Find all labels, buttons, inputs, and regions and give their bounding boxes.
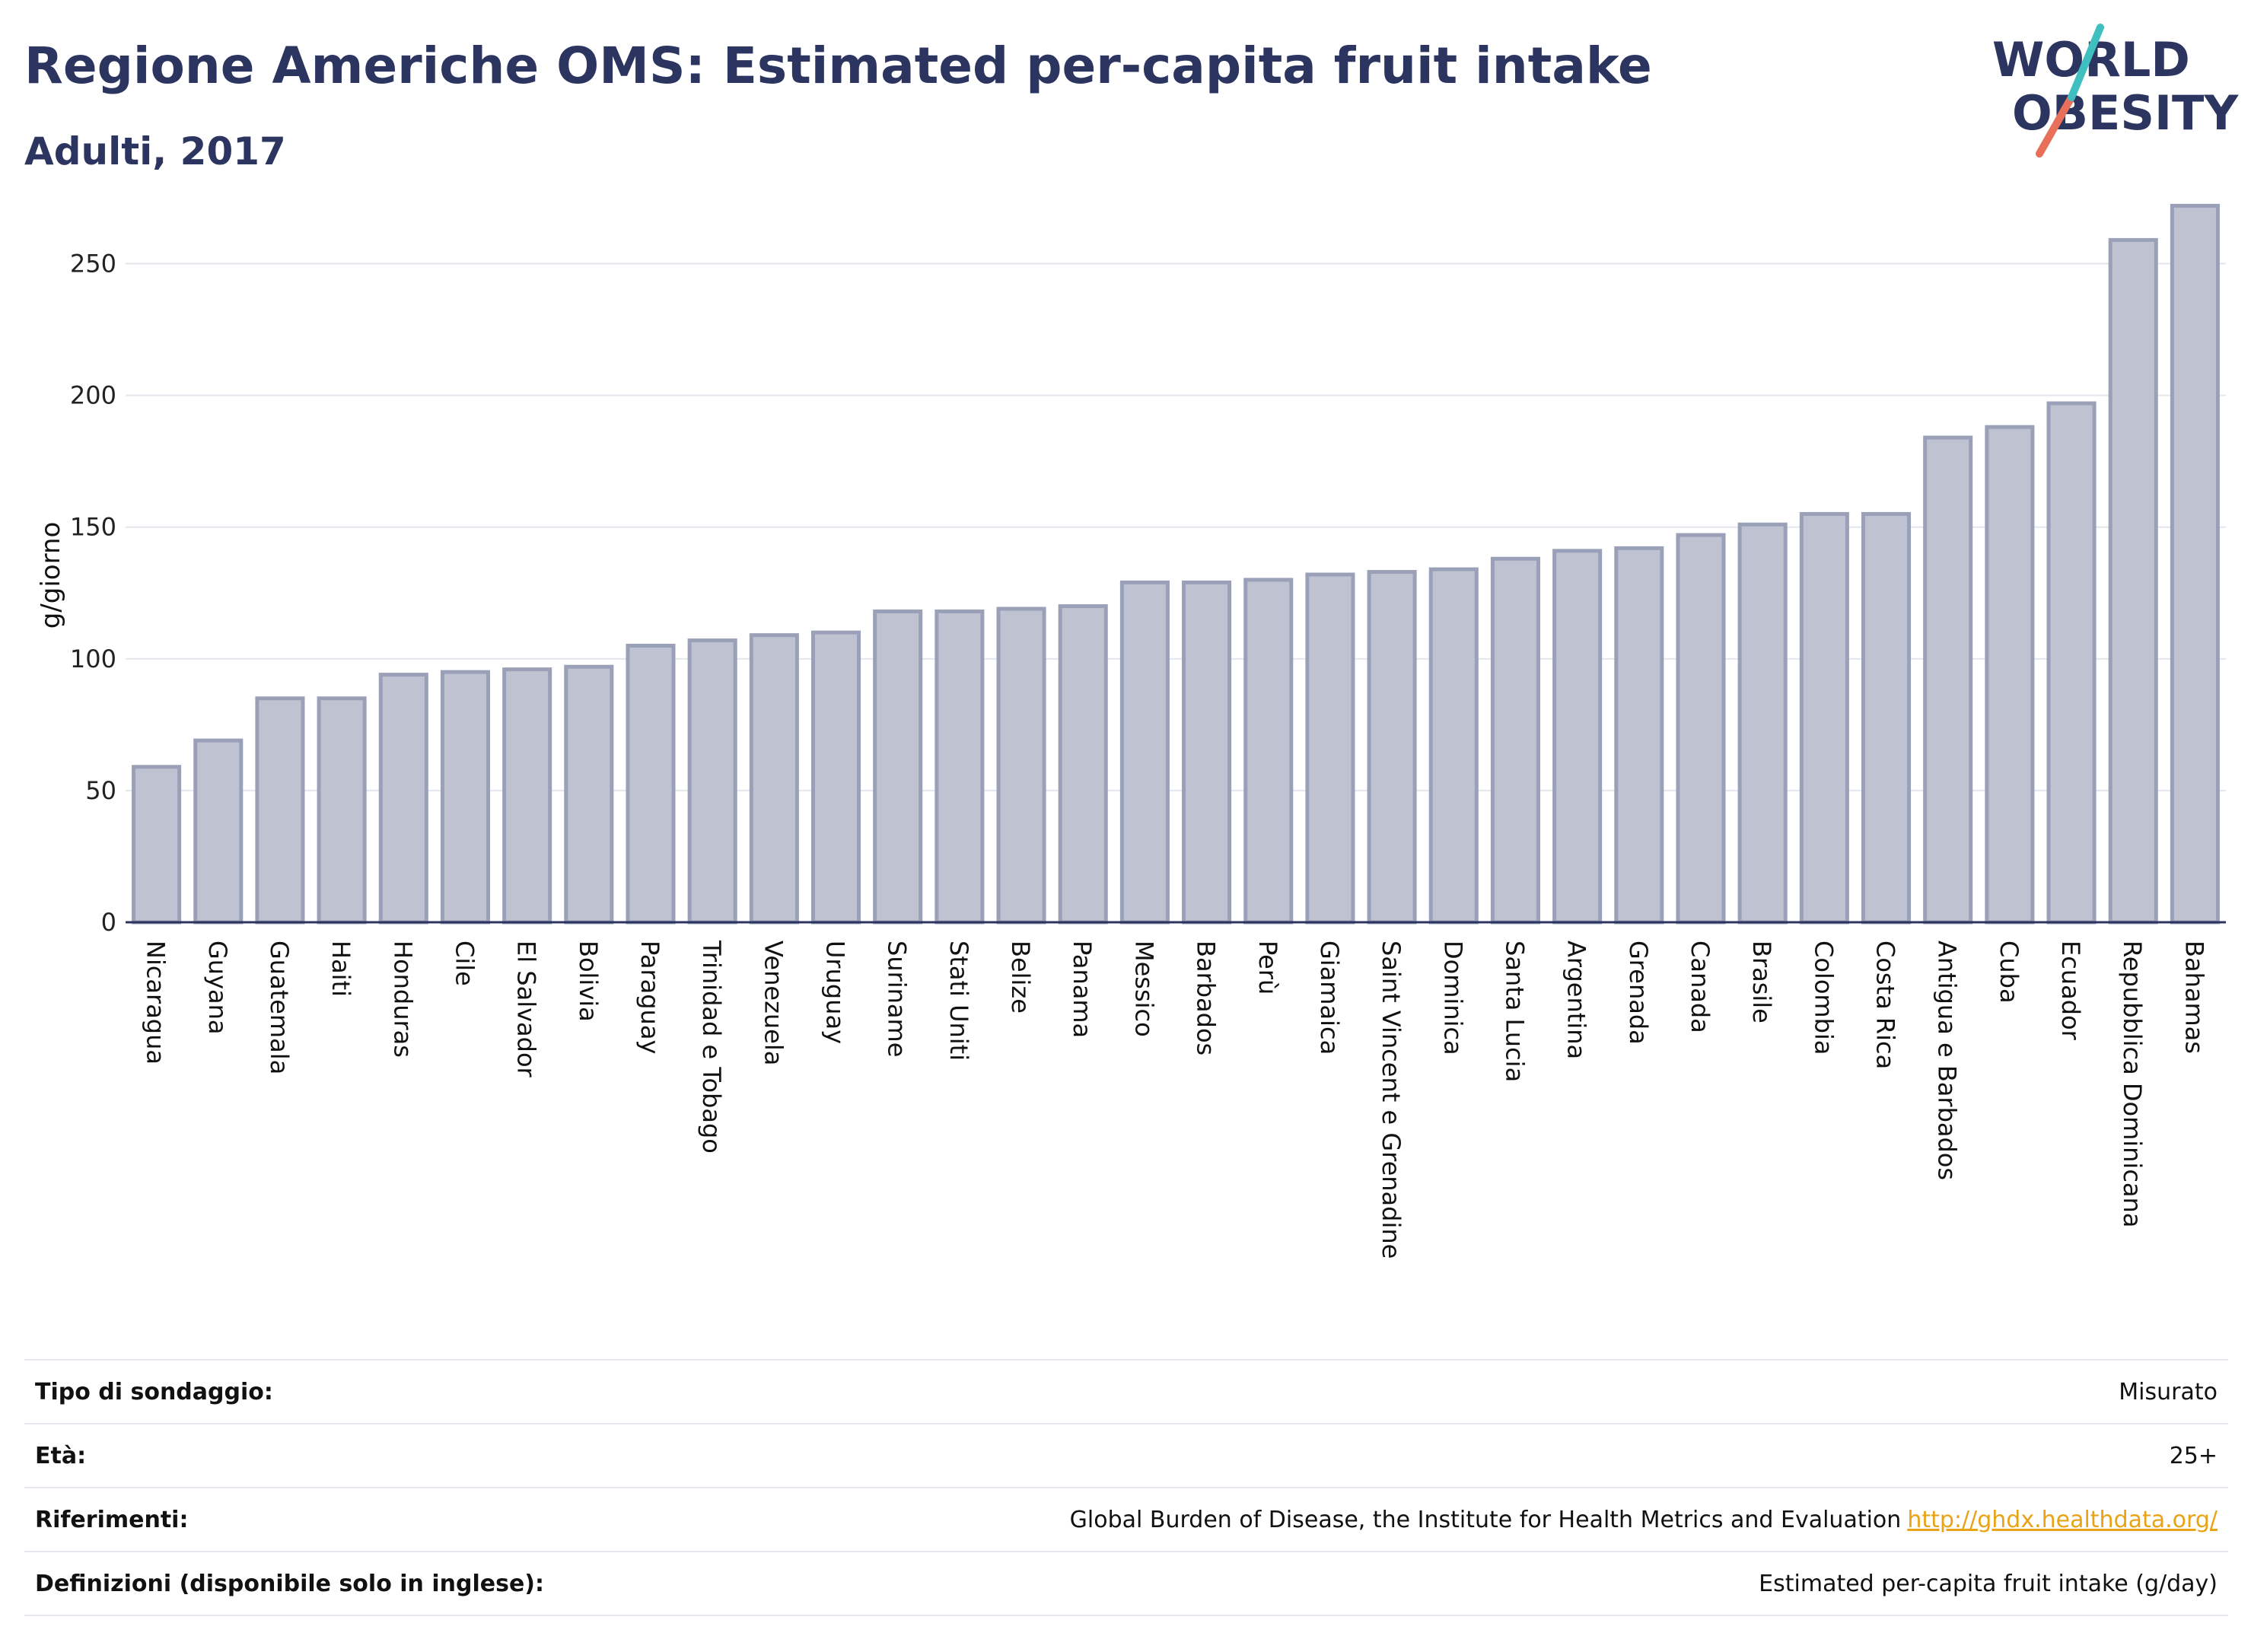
x-tick-label: Costa Rica [1871, 941, 1900, 1069]
bar[interactable] [255, 696, 305, 925]
x-tick-label: Paraguay [635, 941, 664, 1054]
bar[interactable] [1737, 522, 1788, 925]
x-tick-label: Giamaica [1315, 941, 1344, 1055]
y-tick-label: 0 [101, 908, 116, 937]
bar[interactable] [1923, 435, 1973, 925]
bar[interactable] [873, 610, 923, 925]
meta-row-references: Riferimenti: Global Burden of Disease, t… [24, 1487, 2228, 1551]
meta-value: 25+ [2169, 1442, 2218, 1469]
x-tick-label: Trinidad e Tobago [697, 940, 726, 1154]
x-tick-label: Perù [1253, 941, 1282, 995]
bar[interactable] [1490, 556, 1541, 925]
x-tick-label: Argentina [1562, 941, 1591, 1059]
y-tick-label: 50 [85, 776, 116, 805]
bar[interactable] [1552, 549, 1603, 925]
x-tick-label: Bahamas [2179, 941, 2208, 1054]
bar[interactable] [749, 633, 799, 925]
x-tick-label: Grenada [1624, 941, 1653, 1045]
x-tick-label: Suriname [883, 941, 912, 1057]
x-tick-label: Nicaragua [142, 941, 170, 1065]
bar[interactable] [1243, 578, 1294, 925]
y-tick-label: 200 [70, 381, 116, 410]
x-tick-label: Colombia [1809, 941, 1838, 1055]
x-tick-label: Honduras [388, 941, 417, 1058]
bar[interactable] [1799, 511, 1849, 925]
x-tick-label: Santa Lucia [1500, 941, 1529, 1082]
meta-label: Riferimenti: [35, 1506, 189, 1533]
meta-row-survey-type: Tipo di sondaggio: Misurato [24, 1359, 2228, 1423]
metadata-table: Tipo di sondaggio: Misurato Età: 25+ Rif… [24, 1359, 2228, 1616]
page-title: Regione Americhe OMS: Estimated per-capi… [24, 37, 1652, 95]
meta-value: Misurato [2119, 1378, 2218, 1405]
x-tick-label: Saint Vincent e Grenadine [1377, 941, 1406, 1259]
bar[interactable] [1985, 425, 2035, 925]
bar[interactable] [1367, 570, 1417, 925]
bar[interactable] [810, 630, 861, 925]
x-tick-label: Barbados [1192, 941, 1221, 1055]
page-subtitle: Adulti, 2017 [24, 129, 286, 173]
meta-label: Definizioni (disponibile solo in inglese… [35, 1570, 544, 1597]
bar[interactable] [1614, 546, 1664, 925]
bar[interactable] [1119, 580, 1170, 925]
x-tick-label: Repubblica Dominicana [2118, 941, 2147, 1227]
world-obesity-logo: WORLD OBESITY [1986, 23, 2239, 160]
x-tick-label: Bolivia [574, 941, 603, 1022]
meta-row-definitions: Definizioni (disponibile solo in inglese… [24, 1551, 2228, 1616]
bar[interactable] [626, 644, 676, 925]
x-tick-label: El Salvador [512, 941, 541, 1078]
bar[interactable] [1861, 511, 1912, 925]
meta-value-references: Global Burden of Disease, the Institute … [1070, 1507, 2228, 1533]
x-tick-label: Haiti [326, 941, 355, 997]
x-tick-label: Guyana [203, 941, 232, 1035]
bar-chart: 0 50 100 150 200 250 g/giorno Nicaragua Guyana Gu… [36, 203, 2226, 1259]
x-tick-label: Ecuador [2056, 941, 2085, 1041]
bar[interactable] [1305, 572, 1355, 925]
meta-row-age: Età: 25+ [24, 1423, 2228, 1487]
bar[interactable] [317, 696, 367, 925]
bar[interactable] [132, 765, 182, 925]
bar[interactable] [934, 610, 985, 925]
reference-link[interactable]: http://ghdx.healthdata.org/ [1907, 1506, 2218, 1533]
x-tick-label: Stati Uniti [944, 941, 973, 1061]
bar[interactable] [1676, 533, 1726, 925]
meta-label: Tipo di sondaggio: [35, 1378, 273, 1405]
bar[interactable] [502, 667, 552, 925]
bar[interactable] [440, 670, 491, 925]
bar[interactable] [378, 673, 428, 925]
bar[interactable] [2046, 401, 2097, 925]
x-tick-label: Cuba [1995, 941, 2023, 1004]
x-tick-label: Cile [450, 941, 479, 986]
meta-label: Età: [35, 1442, 87, 1469]
bar[interactable] [1182, 580, 1232, 925]
reference-text: Global Burden of Disease, the Institute … [1069, 1506, 1902, 1533]
bar[interactable] [2108, 237, 2158, 925]
bar[interactable] [1428, 567, 1479, 925]
y-tick-label: 150 [70, 513, 116, 542]
y-axis-label: g/giorno [36, 522, 66, 629]
x-tick-label: Canada [1686, 941, 1715, 1033]
x-tick-label: Antigua e Barbados [1933, 941, 1962, 1180]
y-tick-label: 100 [70, 645, 116, 673]
y-tick-label: 250 [70, 250, 116, 279]
x-tick-label: Messico [1129, 941, 1158, 1037]
x-tick-label: Guatemala [265, 941, 294, 1074]
x-tick-label: Dominica [1438, 941, 1467, 1055]
meta-value: Estimated per-capita fruit intake (g/day… [1759, 1570, 2218, 1597]
x-tick-label: Brasile [1747, 941, 1776, 1023]
x-tick-label: Uruguay [821, 941, 850, 1044]
x-tick-label: Panama [1068, 941, 1097, 1038]
x-tick-label: Venezuela [759, 941, 788, 1065]
bar[interactable] [687, 638, 737, 925]
bar[interactable] [193, 738, 244, 925]
bar[interactable] [564, 664, 614, 925]
bar[interactable] [1058, 604, 1108, 925]
bar[interactable] [996, 606, 1046, 925]
x-tick-label: Belize [1006, 941, 1035, 1014]
bar[interactable] [2170, 203, 2220, 925]
